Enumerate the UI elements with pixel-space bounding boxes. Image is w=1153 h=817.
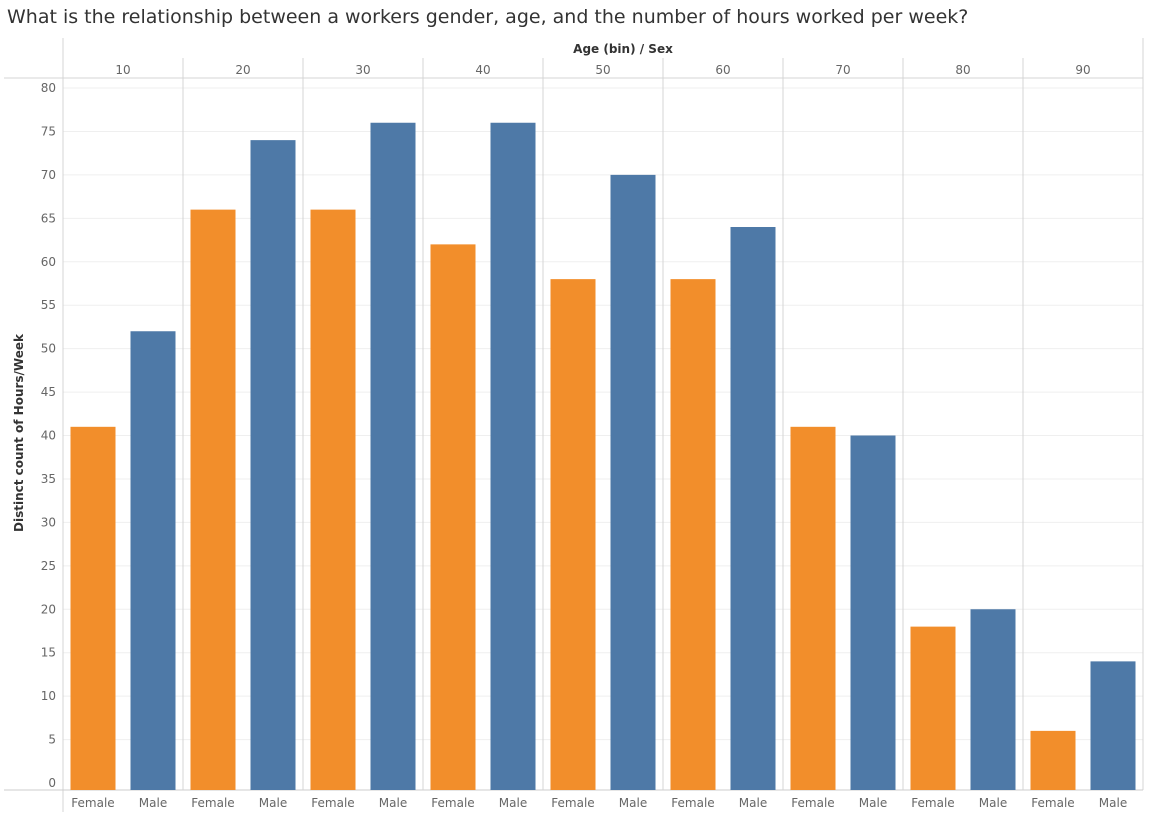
y-tick-label: 10 [41,689,56,703]
bar-female-40 [430,244,476,790]
column-header: Age (bin) / Sex [573,42,673,56]
x-category-label: Male [619,796,647,810]
x-category-label: Female [311,796,354,810]
y-tick-label: 5 [48,733,56,747]
bar-female-30 [310,209,356,790]
age-bin-label: 20 [235,63,250,77]
bar-male-80 [970,609,1016,790]
bar-male-50 [610,174,656,790]
x-category-label: Male [979,796,1007,810]
age-bin-label: 40 [475,63,490,77]
chart-labels: 0 5 10 15 20 25 30 35 40 45 50 55 60 65 70 75 80 Age (bin… [12,42,1127,810]
y-tick-label: 55 [41,298,56,312]
bar-female-80 [910,626,956,790]
age-bin-label: 60 [715,63,730,77]
bar-male-10 [130,331,176,790]
bar-male-70 [850,435,896,790]
x-category-label: Female [431,796,474,810]
bar-female-10 [70,426,116,790]
x-category-label: Female [191,796,234,810]
bar-female-20 [190,209,236,790]
bar-male-20 [250,140,296,790]
x-category-label: Male [1099,796,1127,810]
y-tick-label: 30 [41,515,56,529]
y-tick-label: 60 [41,255,56,269]
y-tick-label: 25 [41,559,56,573]
x-category-label: Male [739,796,767,810]
gridlines [63,87,1143,741]
bar-female-60 [670,279,716,790]
x-category-label: Male [379,796,407,810]
y-tick-label: 70 [41,168,56,182]
x-category-label: Female [791,796,834,810]
age-bin-label: 70 [835,63,850,77]
x-category-label: Male [139,796,167,810]
y-tick-label: 35 [41,472,56,486]
bar-male-60 [730,227,776,790]
y-axis-title: Distinct count of Hours/Week [12,333,26,532]
y-tick-label: 20 [41,602,56,616]
bars [70,122,1136,790]
x-category-label: Female [71,796,114,810]
y-tick-label: 0 [48,776,56,790]
x-category-label: Male [859,796,887,810]
age-bin-label: 50 [595,63,610,77]
bar-male-40 [490,122,536,790]
y-tick-label: 15 [41,646,56,660]
y-tick-label: 65 [41,211,56,225]
y-tick-label: 45 [41,385,56,399]
age-bin-label: 10 [115,63,130,77]
y-tick-label: 75 [41,124,56,138]
x-category-label: Male [499,796,527,810]
bar-female-70 [790,426,836,790]
bar-male-30 [370,122,416,790]
age-bin-label: 80 [955,63,970,77]
x-category-label: Female [1031,796,1074,810]
age-bin-label: 30 [355,63,370,77]
bar-female-50 [550,279,596,790]
y-tick-label: 80 [41,81,56,95]
y-tick-label: 50 [41,342,56,356]
x-category-label: Male [259,796,287,810]
x-category-label: Female [911,796,954,810]
bar-female-90 [1030,730,1076,790]
y-tick-label: 40 [41,429,56,443]
bar-male-90 [1090,661,1136,790]
chart-title: What is the relationship between a worke… [7,6,969,28]
x-category-label: Female [551,796,594,810]
age-bin-label: 90 [1075,63,1090,77]
x-category-label: Female [671,796,714,810]
